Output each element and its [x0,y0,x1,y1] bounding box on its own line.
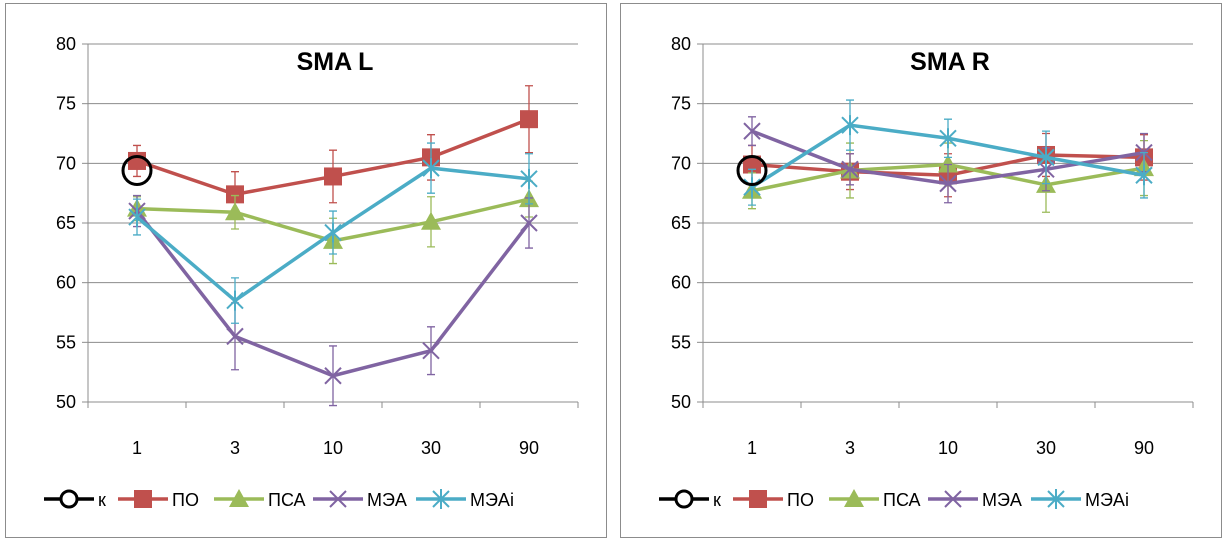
legend-item-psa: ПСА [214,489,306,510]
legend-item-mea: МЭА [313,490,407,510]
legend-item-po: ПО [118,490,199,510]
data-point [939,174,957,193]
chart-title: SMA R [910,48,990,76]
legend-label: МЭАi [470,490,514,510]
data-point [736,154,768,186]
legend-marker [329,490,347,508]
data-point [520,110,538,129]
legend-item-psa: ПСА [829,489,921,510]
y-tick-label: 60 [56,273,76,293]
data-point [743,122,761,140]
data-point [128,151,146,170]
data-point [226,185,244,204]
legend-marker [59,489,79,509]
data-point [422,158,440,179]
y-tick-label: 50 [56,392,76,412]
data-point [841,160,859,179]
legend-item-mea: МЭА [928,490,1022,510]
legend-item-k: к [659,489,721,510]
data-point [225,202,245,221]
legend-label: МЭА [367,490,407,510]
legend-marker [844,489,864,507]
data-point [421,211,441,230]
data-point [226,327,244,346]
legend-label: к [713,490,721,510]
legend-marker [1047,489,1065,509]
legend-marker [134,490,152,508]
x-tick-label: 3 [230,438,240,458]
x-tick-label: 30 [421,438,441,458]
legend-label: ПО [787,490,814,510]
chart-svg: 50 55 60 65 70 75 80 1 3 10 30 90 SMA L к ПО ПСА МЭА МЭАi [44,34,579,510]
x-tick-label: 10 [938,438,958,458]
data-point [520,214,538,232]
x-tick-label: 30 [1036,438,1056,458]
chart-panel-sma-l: 50 55 60 65 70 75 80 1 3 10 30 90 SMA L к ПО ПСА МЭА МЭАi [5,3,607,538]
chart-panel-sma-r: 50 55 60 65 70 75 80 1 3 10 30 90 SMA R к ПО ПСА МЭА МЭАi [620,3,1222,538]
series-meai [128,142,538,324]
y-tick-label: 80 [671,34,691,54]
legend-label: ПСА [268,490,306,510]
data-point [841,115,859,136]
y-tick-label: 55 [56,332,76,352]
data-point [226,290,244,311]
x-tick-label: 1 [747,438,757,458]
y-tick-label: 65 [671,213,691,233]
data-point [743,155,761,174]
y-tick-label: 75 [56,94,76,114]
legend: к ПО ПСА МЭА МЭАi [659,489,1129,510]
chart-svg: 50 55 60 65 70 75 80 1 3 10 30 90 SMA R к ПО ПСА МЭА МЭАi [659,34,1194,510]
legend-marker [749,490,767,508]
data-point [324,167,342,186]
x-tick-label: 90 [1134,438,1154,458]
y-tick-label: 55 [671,332,691,352]
series-k [736,154,768,186]
y-tick-label: 80 [56,34,76,54]
series-po [128,85,538,218]
legend-label: ПСА [883,490,921,510]
x-tick-label: 1 [132,438,142,458]
data-point [121,154,153,186]
y-tick-label: 60 [671,273,691,293]
series-mea [128,194,538,407]
legend-label: МЭА [982,490,1022,510]
x-tick-label: 3 [845,438,855,458]
data-point [938,154,958,173]
data-point [128,207,146,228]
data-point [324,222,342,243]
legend-label: к [98,490,106,510]
legend-item-k: к [44,489,106,510]
series-k [121,154,153,186]
legend-marker [674,489,694,509]
data-point [743,177,761,198]
data-point [939,128,957,149]
data-point [1037,147,1055,168]
legend-marker [229,489,249,507]
legend-marker [944,490,962,508]
y-tick-label: 50 [671,392,691,412]
legend-label: МЭАi [1085,490,1129,510]
legend-label: ПО [172,490,199,510]
data-point [520,168,538,189]
data-point [422,341,440,360]
y-tick-label: 70 [56,153,76,173]
legend-marker [432,489,450,509]
data-point [324,367,342,385]
data-point [1135,165,1153,186]
legend-item-meai: МЭАi [1031,489,1129,510]
legend: к ПО ПСА МЭА МЭАi [44,489,514,510]
chart-title: SMA L [297,48,374,76]
legend-item-meai: МЭАi [416,489,514,510]
x-tick-label: 90 [519,438,539,458]
y-tick-label: 75 [671,94,691,114]
legend-item-po: ПО [733,490,814,510]
y-tick-label: 70 [671,153,691,173]
y-tick-label: 65 [56,213,76,233]
x-tick-label: 10 [323,438,343,458]
series-meai [743,99,1153,206]
